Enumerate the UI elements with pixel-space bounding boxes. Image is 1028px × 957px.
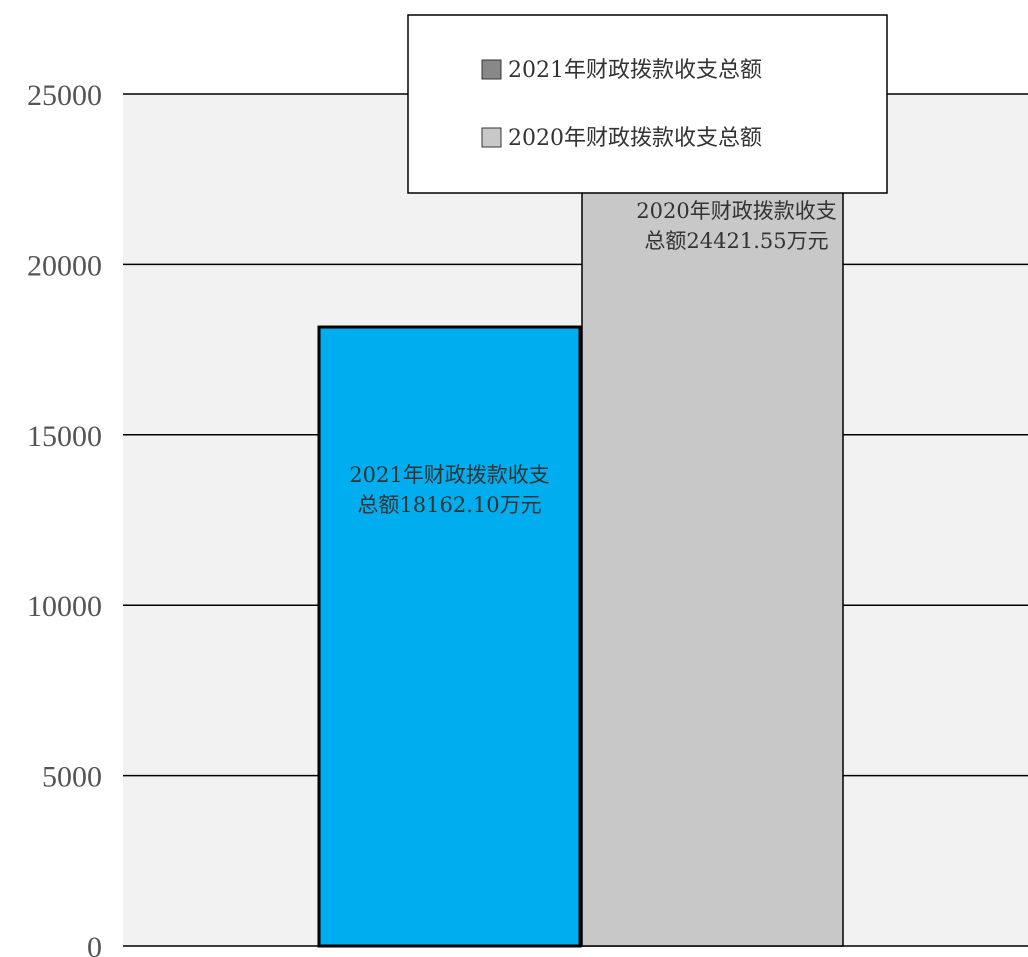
bar-data-label: 2021年财政拨款收支 bbox=[349, 463, 549, 487]
legend-swatch-2020 bbox=[481, 127, 502, 148]
y-tick-label: 25000 bbox=[27, 79, 102, 112]
y-tick-label: 0 bbox=[87, 931, 102, 957]
legend: 2021年财政拨款收支总额 2020年财政拨款收支总额 bbox=[407, 14, 888, 194]
legend-box bbox=[407, 14, 888, 194]
bar-data-label: 总额24421.55万元 bbox=[644, 229, 828, 253]
y-axis-ticks: 0 5000 10000 15000 20000 25000 bbox=[27, 79, 102, 957]
legend-label-2020: 2020年财政拨款收支总额 bbox=[508, 126, 762, 151]
bar-data-label: 总额18162.10万元 bbox=[357, 493, 541, 517]
y-tick-label: 15000 bbox=[27, 420, 102, 453]
legend-swatch-2021 bbox=[481, 59, 502, 80]
bars bbox=[317, 112, 844, 948]
bar-data-label: 2020年财政拨款收支 bbox=[636, 199, 836, 223]
bar-2020 bbox=[581, 112, 844, 947]
y-tick-label: 20000 bbox=[27, 249, 102, 282]
y-tick-label: 10000 bbox=[27, 590, 102, 623]
bar-2021 bbox=[317, 325, 582, 948]
legend-label-2021: 2021年财政拨款收支总额 bbox=[508, 58, 762, 83]
y-tick-label: 5000 bbox=[42, 761, 102, 794]
